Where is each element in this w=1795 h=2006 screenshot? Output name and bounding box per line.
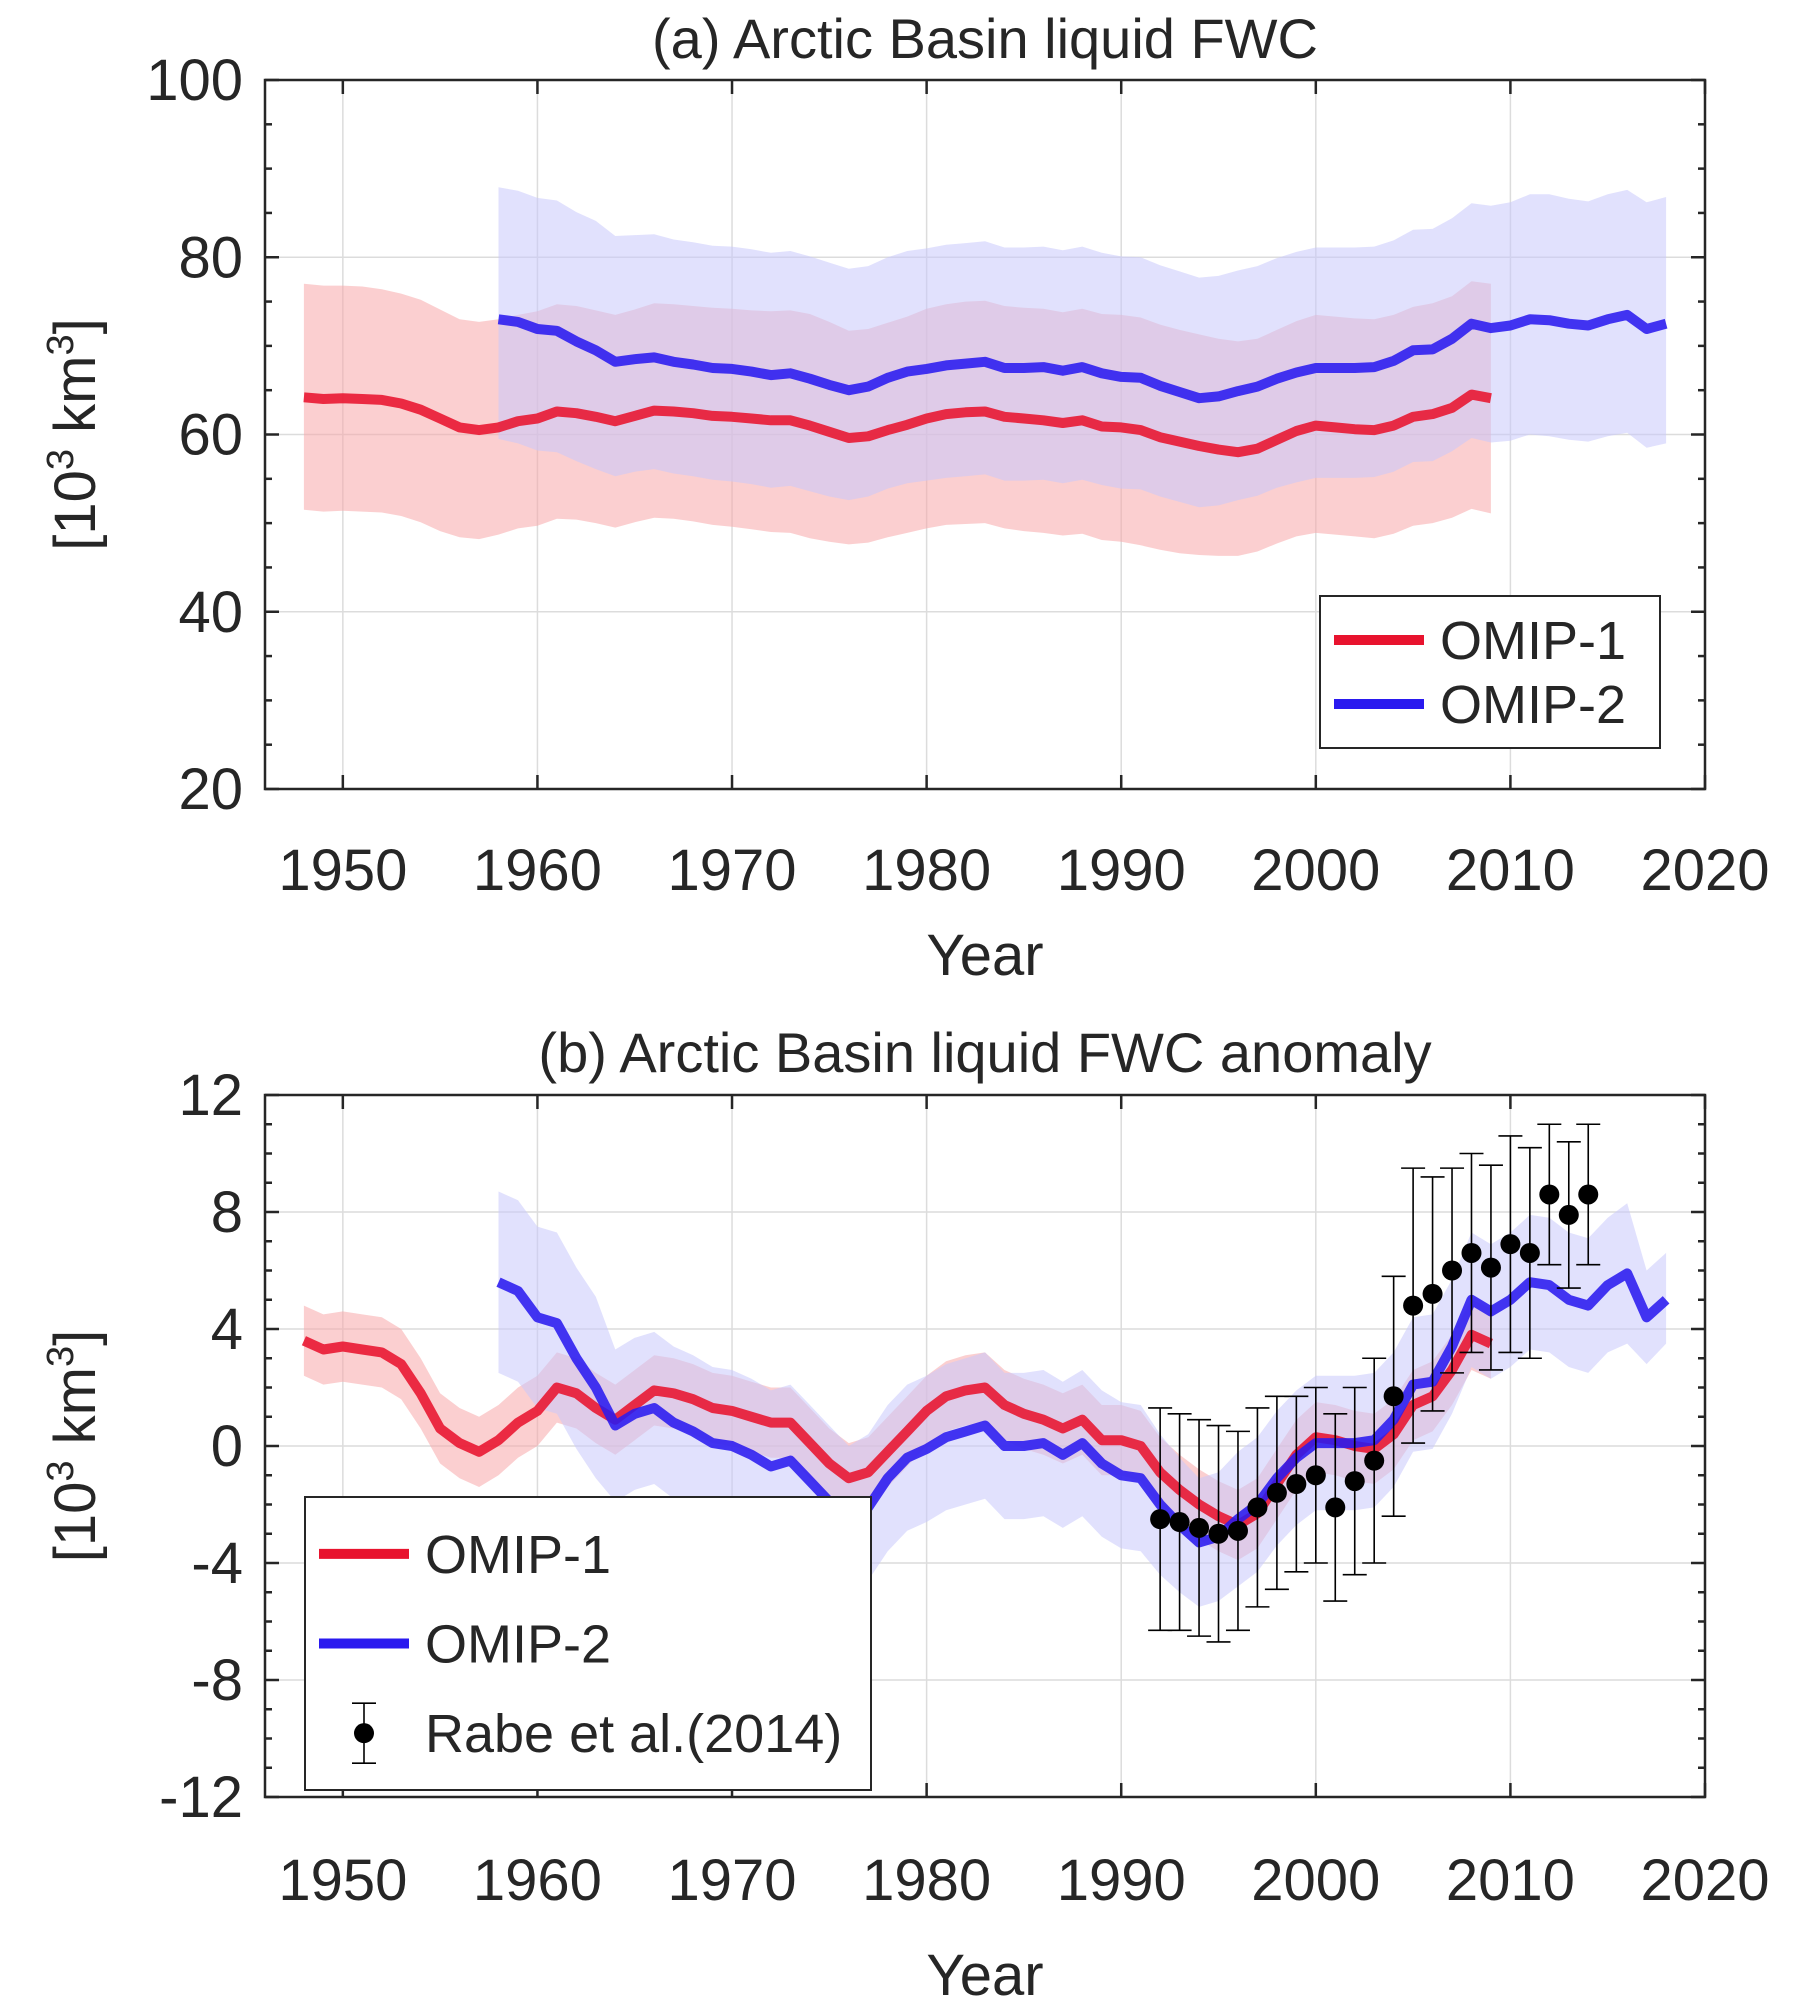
y-tick-label: 4 bbox=[211, 1297, 243, 1362]
y-axis-label-base: 10 bbox=[43, 470, 108, 535]
y-axis-label-exp2: 3 bbox=[40, 334, 82, 355]
x-tick-label: 2000 bbox=[1251, 1848, 1380, 1913]
y-axis-label-bracket-close: ] bbox=[43, 318, 108, 334]
y-tick-label: 12 bbox=[178, 1063, 243, 1128]
y-axis-label: [103 km3] bbox=[40, 1330, 108, 1562]
x-tick-label: 2020 bbox=[1640, 838, 1769, 903]
y-tick-label: 100 bbox=[146, 48, 243, 113]
data-point bbox=[1383, 1386, 1404, 1407]
data-point bbox=[1150, 1509, 1171, 1530]
x-tick-label: 1980 bbox=[862, 1848, 991, 1913]
y-axis-label-bracket-close: ] bbox=[43, 1330, 108, 1346]
legend-label: OMIP-2 bbox=[425, 1615, 611, 1675]
x-tick-label: 1960 bbox=[473, 838, 602, 903]
x-tick-label: 1990 bbox=[1057, 1848, 1186, 1913]
legend-box bbox=[1319, 595, 1661, 749]
data-point bbox=[1189, 1517, 1210, 1538]
series-line-omip-2 bbox=[497, 309, 1668, 404]
chart-title: (b) Arctic Basin liquid FWC anomaly bbox=[538, 1021, 1431, 1084]
y-axis-label-exp1: 3 bbox=[40, 1460, 82, 1481]
data-point bbox=[1344, 1471, 1365, 1492]
x-axis-label: Year bbox=[926, 923, 1043, 988]
data-point bbox=[1461, 1242, 1482, 1263]
x-tick-label: 2010 bbox=[1446, 838, 1575, 903]
y-axis-label-base: 10 bbox=[43, 1482, 108, 1547]
legend-label: OMIP-1 bbox=[425, 1525, 611, 1585]
y-tick-label: 20 bbox=[178, 757, 243, 822]
x-tick-label: 1980 bbox=[862, 838, 991, 903]
data-point bbox=[1364, 1450, 1385, 1471]
data-point bbox=[1286, 1474, 1307, 1495]
x-tick-label: 1970 bbox=[668, 1848, 797, 1913]
series-band-omip-2 bbox=[498, 187, 1667, 508]
data-point bbox=[1305, 1465, 1326, 1486]
y-tick-label: -4 bbox=[191, 1531, 243, 1596]
data-point bbox=[1500, 1234, 1521, 1255]
chart-title: (a) Arctic Basin liquid FWC bbox=[652, 7, 1318, 70]
y-tick-label: 60 bbox=[178, 403, 243, 468]
legend-label: OMIP-2 bbox=[1440, 675, 1626, 735]
y-axis-label-exp2: 3 bbox=[40, 1346, 82, 1367]
x-tick-label: 1990 bbox=[1057, 838, 1186, 903]
data-point bbox=[1558, 1204, 1579, 1225]
legend-marker bbox=[354, 1723, 374, 1744]
legend-label: OMIP-1 bbox=[1440, 611, 1626, 671]
y-axis-label: [103 km3] bbox=[40, 318, 108, 550]
x-tick-label: 1960 bbox=[473, 1848, 602, 1913]
x-axis-label: Year bbox=[926, 1943, 1043, 2006]
data-point bbox=[1422, 1283, 1443, 1304]
y-axis-label-bracket-open: [ bbox=[43, 535, 108, 551]
x-tick-label: 2020 bbox=[1640, 1848, 1769, 1913]
chart-panel-1: 1950 1960 1970 1980 1990 2000 2010 2020 -12 -8 -4 0… bbox=[40, 1021, 1770, 2006]
x-tick-label: 1970 bbox=[668, 838, 797, 903]
y-axis-label-bracket-open: [ bbox=[43, 1546, 108, 1562]
y-tick-label: 0 bbox=[211, 1414, 243, 1479]
series-line-omip-1 bbox=[303, 389, 1492, 458]
y-tick-label: 8 bbox=[211, 1180, 243, 1245]
chart-panel-0: 1950 1960 1970 1980 1990 2000 2010 202020406080… bbox=[40, 7, 1770, 988]
data-point bbox=[1403, 1295, 1424, 1316]
data-point bbox=[1266, 1482, 1287, 1503]
data-point bbox=[1578, 1184, 1599, 1205]
x-tick-label: 2000 bbox=[1251, 838, 1380, 903]
data-point bbox=[1169, 1512, 1190, 1533]
data-point bbox=[1247, 1497, 1268, 1518]
legend: OMIP-1 OMIP-2 Rabe et al.(2014) bbox=[304, 1496, 872, 1791]
data-point bbox=[1325, 1497, 1346, 1518]
y-axis-label-unit: km bbox=[43, 356, 108, 449]
data-point bbox=[1208, 1523, 1229, 1544]
x-tick-label: 1950 bbox=[278, 1848, 407, 1913]
x-tick-label: 1950 bbox=[278, 838, 407, 903]
data-point bbox=[1539, 1184, 1560, 1205]
legend-label: Rabe et al.(2014) bbox=[425, 1704, 842, 1764]
y-axis-label-unit: km bbox=[43, 1367, 108, 1460]
y-tick-label: -12 bbox=[159, 1765, 243, 1830]
data-point bbox=[1519, 1242, 1540, 1263]
data-point bbox=[1480, 1257, 1501, 1278]
data-point bbox=[1227, 1520, 1248, 1541]
x-tick-label: 2010 bbox=[1446, 1848, 1575, 1913]
data-point bbox=[1442, 1260, 1463, 1281]
y-tick-label: -8 bbox=[191, 1648, 243, 1713]
y-tick-label: 80 bbox=[178, 225, 243, 290]
y-axis-label-exp1: 3 bbox=[40, 449, 82, 470]
y-tick-label: 40 bbox=[178, 580, 243, 645]
